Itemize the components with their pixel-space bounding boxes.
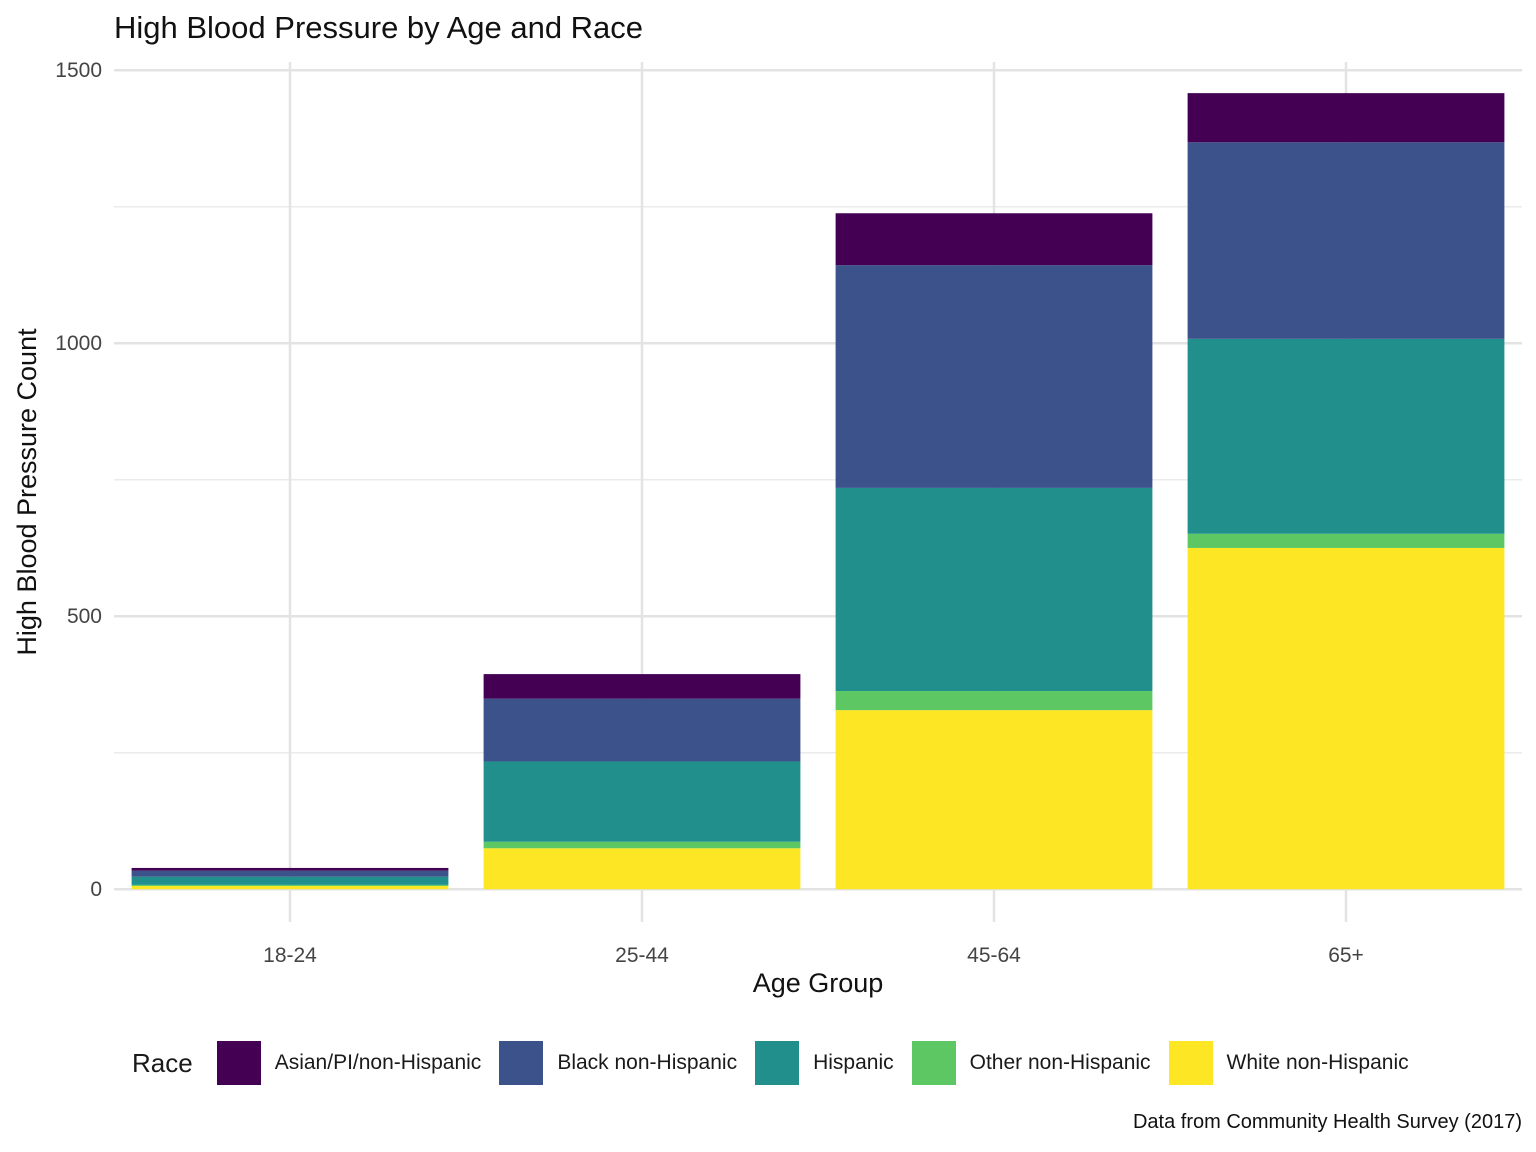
legend-label: Hispanic — [813, 1051, 894, 1074]
legend-items: Asian/PI/non-Hispanic Black non-Hispanic H… — [216, 1041, 1427, 1085]
bar-25-44-black-non-hispanic — [483, 698, 801, 762]
x-tick-label-65+: 65+ — [1328, 944, 1364, 967]
legend-label: Black non-Hispanic — [557, 1051, 738, 1074]
bar-65+-asian-pi-non-hispanic — [1187, 93, 1505, 143]
bar-45-64-hispanic — [835, 487, 1153, 692]
bar-18-24-hispanic — [131, 876, 449, 885]
bar-18-24-black-non-hispanic — [131, 870, 449, 877]
y-tick-label-0: 0 — [90, 878, 102, 901]
bar-25-44-hispanic — [483, 761, 801, 842]
bar-18-24-other-non-hispanic — [131, 884, 449, 886]
legend-label: Asian/PI/non-Hispanic — [274, 1051, 482, 1074]
x-tick-label-18-24: 18-24 — [263, 944, 317, 967]
bar-65+-white-non-hispanic — [1187, 547, 1505, 890]
legend-item-white-non-hispanic: White non-Hispanic — [1168, 1041, 1409, 1085]
bar-25-44-other-non-hispanic — [483, 841, 801, 849]
legend: Race Asian/PI/non-Hispanic Black non-Hisp… — [132, 1040, 1427, 1086]
x-axis-title: Age Group — [753, 968, 884, 998]
bar-25-44-white-non-hispanic — [483, 848, 801, 890]
bar-18-24-white-non-hispanic — [131, 885, 449, 890]
legend-item-hispanic: Hispanic — [755, 1041, 894, 1085]
legend-title: Race — [132, 1047, 193, 1078]
y-tick-label-500: 500 — [67, 605, 102, 628]
bar-45-64-asian-pi-non-hispanic — [835, 213, 1153, 266]
x-tick-label-25-44: 25-44 — [615, 944, 669, 967]
legend-key — [911, 1041, 956, 1085]
bar-18-24-asian-pi-non-hispanic — [131, 867, 449, 871]
y-tick-label-1000: 1000 — [55, 332, 102, 355]
chart-caption: Data from Community Health Survey (2017) — [1132, 1111, 1522, 1133]
bar-45-64-white-non-hispanic — [835, 710, 1153, 890]
y-tick-label-1500: 1500 — [55, 59, 102, 82]
legend-key — [1168, 1041, 1213, 1085]
chart-title: High Blood Pressure by Age and Race — [114, 10, 644, 45]
x-tick-label-45-64: 45-64 — [967, 944, 1021, 967]
legend-item-other-non-hispanic: Other non-Hispanic — [911, 1041, 1151, 1085]
legend-item-asian-pi-non-hispanic: Asian/PI/non-Hispanic — [216, 1041, 482, 1085]
y-axis-title: High Blood Pressure Count — [12, 328, 42, 656]
legend-item-black-non-hispanic: Black non-Hispanic — [499, 1041, 737, 1085]
bar-65+-hispanic — [1187, 338, 1505, 534]
x-tick-labels: 18-24 25-44 45-64 65+ — [263, 944, 1364, 967]
bar-65+-black-non-hispanic — [1187, 142, 1505, 339]
legend-key — [216, 1041, 261, 1085]
bar-45-64-black-non-hispanic — [835, 265, 1153, 488]
bar-45-64-other-non-hispanic — [835, 691, 1153, 711]
bar-65+-other-non-hispanic — [1187, 533, 1505, 548]
bar-25-44-asian-pi-non-hispanic — [483, 674, 801, 699]
y-tick-labels: 0 500 1000 1500 — [55, 59, 102, 901]
legend-key — [755, 1041, 800, 1085]
legend-label: White non-Hispanic — [1226, 1051, 1409, 1074]
legend-key — [499, 1041, 544, 1085]
bars — [131, 93, 1505, 890]
legend-label: Other non-Hispanic — [969, 1051, 1151, 1074]
